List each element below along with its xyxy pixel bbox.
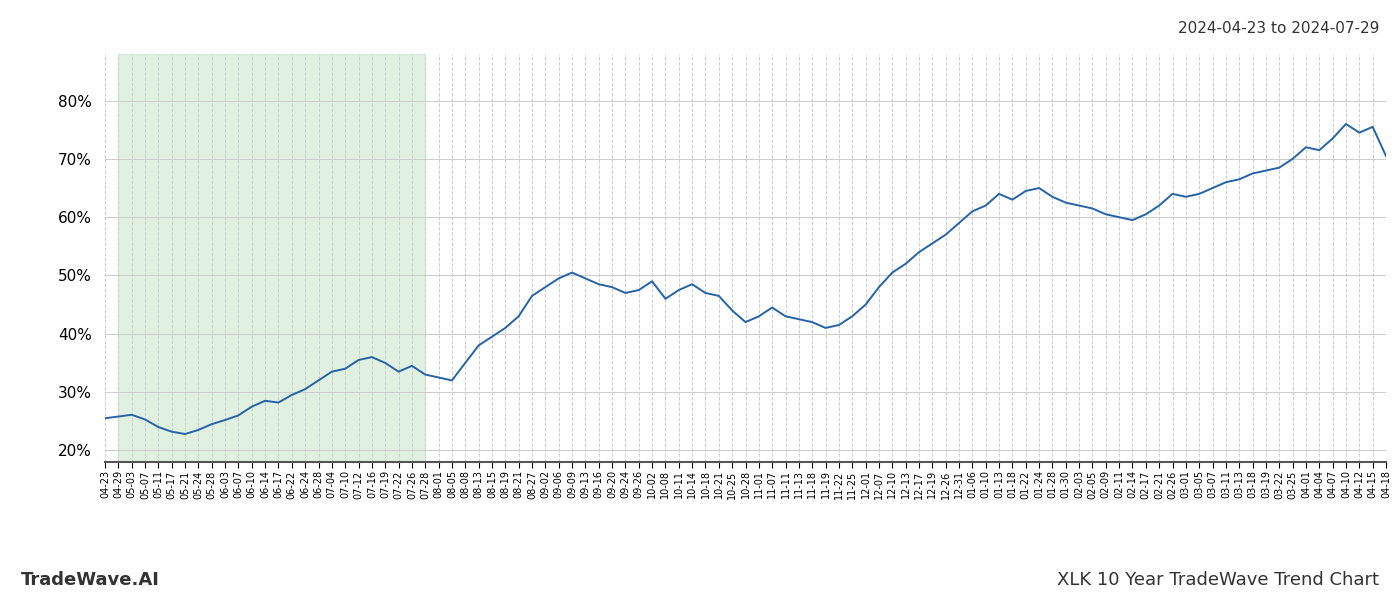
Text: TradeWave.AI: TradeWave.AI	[21, 571, 160, 589]
Bar	[119, 54, 426, 462]
Text: XLK 10 Year TradeWave Trend Chart: XLK 10 Year TradeWave Trend Chart	[1057, 571, 1379, 589]
Text: 2024-04-23 to 2024-07-29: 2024-04-23 to 2024-07-29	[1177, 21, 1379, 36]
